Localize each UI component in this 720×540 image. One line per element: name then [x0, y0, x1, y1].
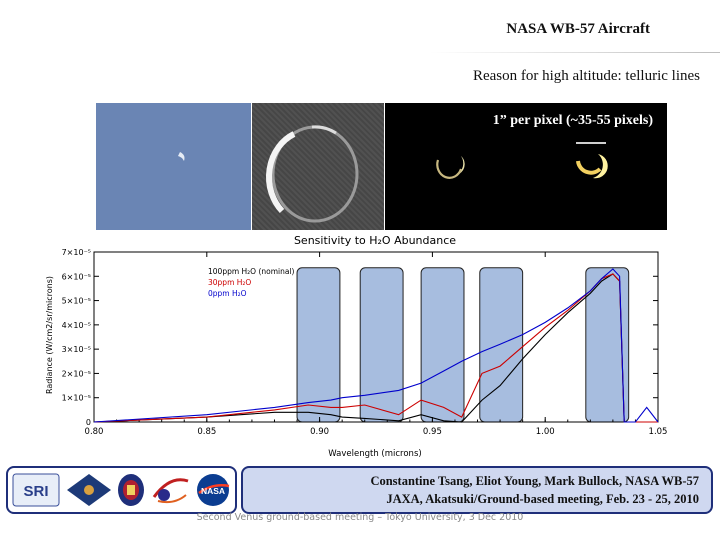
nasa-logo-icon: NASA: [197, 474, 230, 506]
y-tick-label: 1×10⁻⁵: [62, 394, 91, 403]
credits-authors: Constantine Tsang, Eliot Young, Mark Bul…: [370, 474, 699, 488]
telluric-window-3: [420, 267, 465, 423]
venus-crescent-small-icon: [178, 152, 185, 161]
legend-entry-1: 100ppm H₂O (nominal): [208, 267, 295, 276]
x-tick-label: 0.90: [310, 427, 329, 437]
chart-x-label: Wavelength (microns): [328, 449, 421, 459]
slide-subtitle: Reason for high altitude: telluric lines: [472, 68, 700, 84]
oxford-crest-icon: [118, 474, 144, 506]
y-tick-label: 5×10⁻⁵: [62, 297, 91, 306]
y-tick-label: 6×10⁻⁵: [62, 272, 91, 281]
y-tick-label: 3×10⁻⁵: [62, 345, 91, 354]
chart-title: Sensitivity to H₂O Abundance: [294, 234, 456, 247]
h2o-sensitivity-chart: Sensitivity to H₂O Abundance Radiance (W…: [45, 234, 668, 459]
venus-crescents-icon: [436, 154, 608, 179]
y-tick-label: 4×10⁻⁵: [62, 321, 91, 330]
comet-logo-icon: [152, 478, 189, 504]
credits-box: Constantine Tsang, Eliot Young, Mark Bul…: [241, 466, 713, 514]
title-rule: [430, 52, 720, 53]
slide-title: NASA WB-57 Aircraft: [506, 21, 650, 37]
venus-pair-image: 1” per pixel (~35-55 pixels): [385, 103, 667, 230]
svg-text:NASA: NASA: [201, 486, 225, 496]
credits-meeting: JAXA, Akatsuki/Ground-based meeting, Feb…: [386, 492, 699, 506]
y-tick-label: 0: [86, 418, 91, 427]
venus-ring-image: [252, 103, 384, 230]
y-tick-label: 7×10⁻⁵: [62, 248, 91, 257]
telluric-window-1: [296, 267, 341, 423]
chart-y-label: Radiance (W/cm2/sr/microns): [45, 276, 54, 394]
legend-entry-2: 30ppm H₂O: [208, 278, 251, 287]
footer-text: Second Venus ground-based meeting – Toky…: [196, 512, 524, 523]
logos-box: SRI NASA: [6, 466, 237, 514]
series-line-2: [93, 273, 658, 423]
sri-logo-icon: SRI: [12, 473, 60, 507]
svg-text:SRI: SRI: [23, 483, 48, 500]
y-tick-label: 2×10⁻⁵: [62, 369, 91, 378]
x-tick-label: 0.85: [197, 427, 216, 437]
venus-express-logo-icon: [67, 474, 111, 506]
venus-sky-image: [96, 103, 251, 230]
image-scale-note: 1” per pixel (~35-55 pixels): [492, 113, 653, 128]
series-line-3: [93, 268, 659, 423]
x-tick-label: 1.00: [536, 427, 555, 437]
plot-frame: [93, 251, 659, 423]
scale-bar: [576, 142, 606, 144]
telluric-window-2: [359, 267, 404, 423]
legend-entry-3: 0ppm H₂O: [208, 289, 247, 298]
telluric-window-4: [479, 267, 524, 423]
venus-ring-icon: [265, 125, 359, 223]
x-tick-label: 0.80: [85, 427, 104, 437]
x-tick-label: 0.95: [423, 427, 442, 437]
x-tick-label: 1.05: [649, 427, 668, 437]
